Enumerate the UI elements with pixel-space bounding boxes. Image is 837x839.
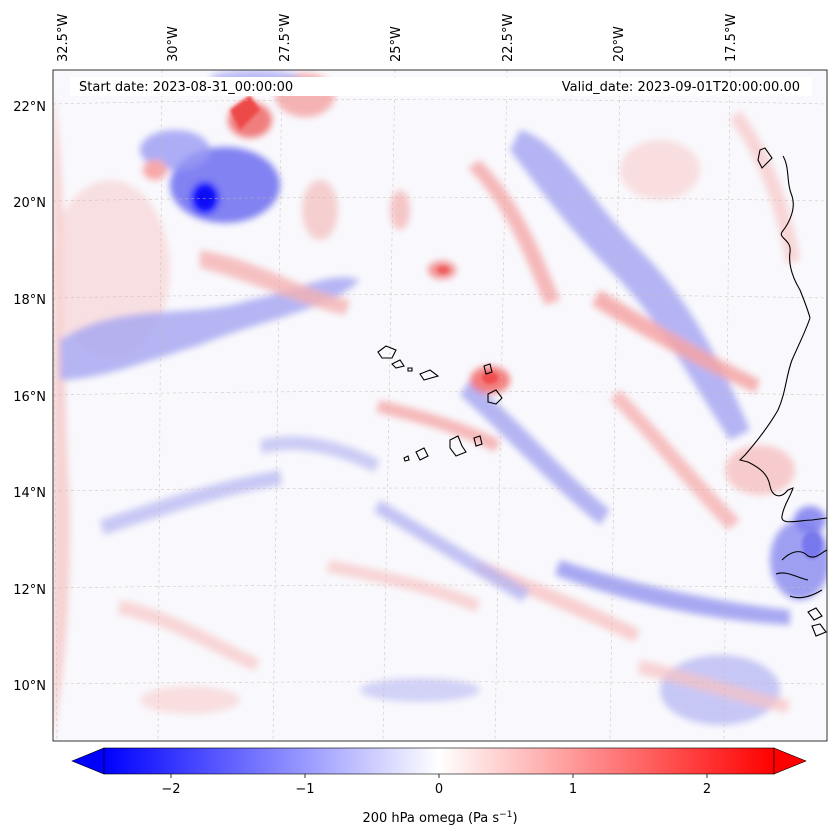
annotation-bar: Start date: 2023-08-31_00:00:00 Valid_da… xyxy=(70,77,812,96)
omega-detail xyxy=(197,95,822,559)
colorbar-label: 200 hPa omega (Pa s−1) xyxy=(362,810,517,826)
colorbar-tick-label: 1 xyxy=(569,782,577,797)
start-date-label: Start date: 2023-08-31_00:00:00 xyxy=(79,80,293,95)
lat-label-16n: 16°N xyxy=(13,390,46,405)
lon-label-20w: 20°W xyxy=(612,26,627,62)
lat-label-14n: 14°N xyxy=(13,486,46,501)
colorbar-label-main: 200 hPa omega (Pa s xyxy=(362,811,499,826)
lon-label-32-5w: 32.5°W xyxy=(56,14,71,62)
lat-label-22n: 22°N xyxy=(13,100,46,115)
colorbar: −2 −1 0 1 2 200 hPa omega (Pa s−1) xyxy=(71,747,807,826)
lon-label-27-5w: 27.5°W xyxy=(278,14,293,62)
latitude-labels: 22°N 20°N 18°N 16°N 14°N 12°N 10°N xyxy=(13,100,46,694)
lat-label-12n: 12°N xyxy=(13,583,46,598)
lon-label-17-5w: 17.5°W xyxy=(724,14,739,62)
colorbar-tick-label: −1 xyxy=(295,782,314,797)
lat-label-18n: 18°N xyxy=(13,293,46,308)
colorbar-tick-label: 0 xyxy=(435,782,443,797)
colorbar-tick-label: 2 xyxy=(703,782,711,797)
valid-date-label: Valid_date: 2023-09-01T20:00:00.00 xyxy=(562,80,800,95)
lon-label-22-5w: 22.5°W xyxy=(501,14,516,62)
coastline xyxy=(377,147,827,637)
lon-label-25w: 25°W xyxy=(389,26,404,62)
cape-verde-islands xyxy=(377,345,503,462)
colorbar-tick-label: −2 xyxy=(161,782,180,797)
lat-label-10n: 10°N xyxy=(13,679,46,694)
colorbar-label-superscript: −1 xyxy=(499,810,512,820)
map-panel xyxy=(52,69,828,742)
gridlines xyxy=(53,70,827,741)
guinea-coast xyxy=(775,549,827,637)
colorbar-min-arrow xyxy=(71,747,105,775)
lon-label-30w: 30°W xyxy=(166,26,181,62)
colorbar-bar xyxy=(103,747,775,775)
lat-label-20n: 20°N xyxy=(13,196,46,211)
map-frame xyxy=(52,69,828,742)
colorbar-label-end: ) xyxy=(512,811,517,826)
africa-coastline xyxy=(738,147,827,523)
longitude-labels: 32.5°W 30°W 27.5°W 25°W 22.5°W 20°W 17.5… xyxy=(56,14,739,62)
annotation-background xyxy=(70,77,812,96)
colorbar-max-arrow xyxy=(773,747,807,775)
